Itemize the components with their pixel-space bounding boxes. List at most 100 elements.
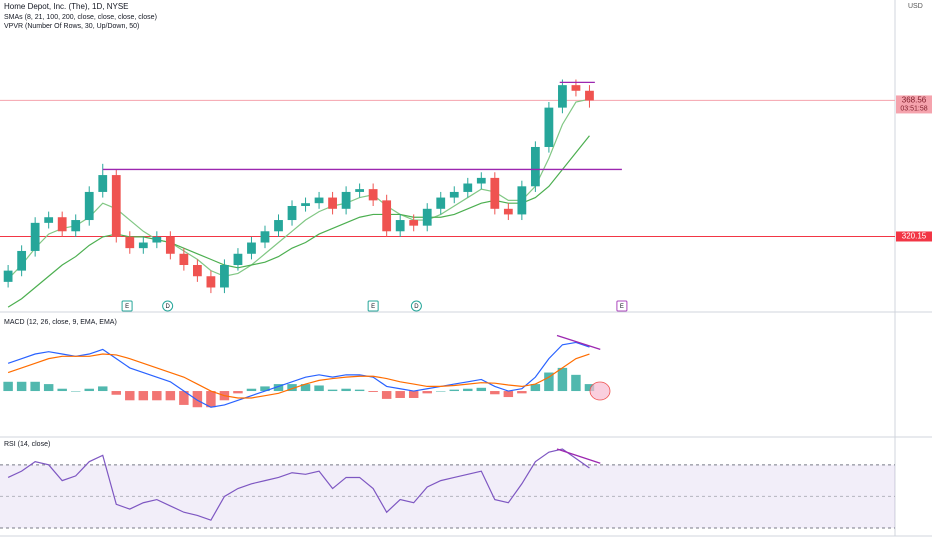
price-tag — [896, 231, 932, 242]
histogram-bar — [408, 391, 419, 398]
candle-body — [220, 265, 229, 288]
histogram-bar — [557, 367, 568, 392]
histogram-bar — [273, 384, 284, 392]
event-marker — [410, 300, 422, 312]
histogram-bar — [354, 389, 365, 392]
candle-body — [17, 250, 27, 271]
candle-body — [125, 236, 135, 249]
candle-body — [57, 217, 67, 232]
histogram-bar — [152, 391, 162, 401]
candle-body — [503, 208, 513, 215]
candle-body — [3, 270, 13, 282]
candle-body — [165, 236, 175, 254]
histogram-bar — [111, 391, 122, 395]
candle-body — [179, 253, 189, 266]
candle-body — [247, 242, 256, 254]
event-label: D — [414, 304, 419, 310]
histogram-bar — [233, 391, 243, 394]
candle-body — [517, 186, 527, 215]
price-tag-label: 320.15 — [902, 232, 927, 241]
candle-body — [44, 217, 54, 223]
event-marker — [367, 300, 379, 312]
price-tag — [896, 95, 932, 114]
candle-body — [71, 220, 81, 232]
candle-body — [152, 236, 162, 243]
candle-body — [314, 197, 324, 204]
price-tag-label: 368.56 — [902, 96, 927, 105]
histogram-bar — [300, 384, 311, 392]
event-label: E — [125, 304, 129, 310]
histogram-bar — [503, 391, 514, 398]
indicator-line — [7, 448, 590, 521]
symbol-title: Home Depot, Inc. (The), 1D, NYSE — [4, 2, 129, 11]
histogram-bar — [30, 381, 40, 392]
candle-body — [571, 85, 581, 91]
histogram-bar — [125, 391, 135, 401]
histogram-bar — [70, 391, 81, 392]
histogram-bar — [476, 387, 487, 392]
histogram-bar — [165, 391, 176, 401]
histogram-bar — [287, 384, 297, 392]
candle-body — [463, 183, 473, 192]
trend-line — [556, 448, 601, 464]
histogram-bar — [517, 391, 527, 394]
event-label: E — [371, 304, 375, 310]
candle-body — [274, 220, 283, 232]
histogram-bar — [206, 391, 216, 408]
candle-body — [260, 231, 270, 243]
event-label: D — [165, 304, 170, 310]
indicator-line — [7, 353, 590, 399]
candle-body — [382, 200, 392, 232]
candle-body — [368, 189, 378, 201]
histogram-bar — [16, 381, 27, 392]
candle-body — [233, 253, 243, 266]
trend-line — [556, 334, 601, 351]
histogram-bar — [395, 391, 405, 398]
histogram-bar — [314, 385, 324, 392]
histogram-bar — [179, 391, 189, 405]
histogram-bar — [449, 389, 459, 392]
candle-body — [84, 191, 94, 221]
candle-body — [449, 191, 459, 198]
event-marker — [616, 300, 628, 312]
event-marker — [162, 300, 174, 312]
candle-body — [30, 222, 40, 251]
candle-body — [355, 189, 365, 192]
candle-body — [436, 197, 446, 209]
histogram-bar — [98, 386, 108, 392]
histogram-bar — [192, 391, 203, 408]
indicator-label: RSI (14, close) — [4, 441, 50, 448]
histogram-bar — [3, 381, 13, 392]
histogram-bar — [341, 388, 351, 392]
candle-body — [395, 220, 405, 232]
histogram-bar — [327, 389, 338, 392]
histogram-bar — [84, 388, 94, 392]
histogram-bar — [422, 391, 432, 394]
histogram-bar — [463, 388, 473, 392]
histogram-bar — [436, 391, 446, 392]
candle-body — [98, 175, 108, 192]
histogram-bar — [544, 372, 554, 392]
event-label: E — [620, 304, 624, 310]
histogram-bar — [584, 384, 595, 392]
currency-label: USD — [908, 3, 923, 10]
histogram-bar — [138, 391, 149, 401]
candle-body — [138, 242, 148, 249]
event-marker — [121, 300, 133, 312]
candle-body — [490, 177, 500, 209]
histogram-bar — [368, 391, 378, 392]
histogram-bar — [381, 391, 392, 399]
candle-body — [544, 107, 554, 147]
histogram-bar — [260, 386, 270, 392]
histogram-bar — [490, 391, 500, 395]
candle-body — [301, 203, 310, 206]
countdown-label: 03:51:58 — [900, 105, 927, 112]
indicator-label: VPVR (Number Of Rows, 30, Up/Down, 50) — [4, 23, 139, 30]
candle-body — [530, 146, 540, 187]
candle-body — [111, 175, 121, 237]
indicator-label: MACD (12, 26, close, 9, EMA, EMA) — [4, 319, 117, 326]
candle-body — [206, 276, 216, 288]
